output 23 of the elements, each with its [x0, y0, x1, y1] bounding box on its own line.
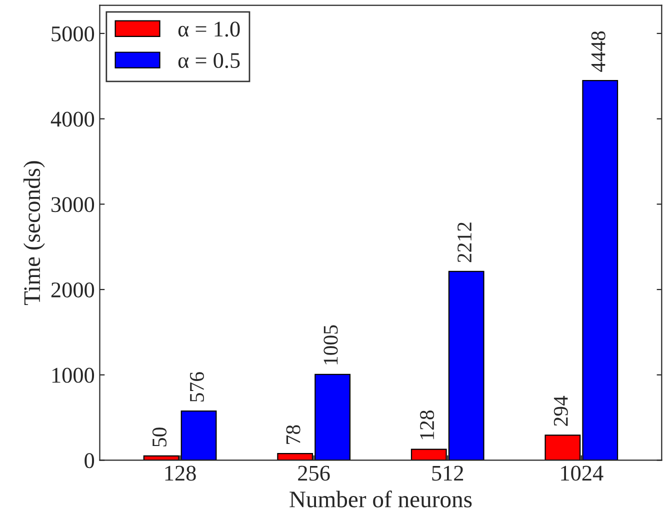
x-tick-label: 512	[432, 466, 464, 481]
data-label: 1005	[324, 325, 338, 364]
y-tick-label: 1000	[52, 368, 94, 383]
data-label: 576	[190, 372, 204, 402]
y-tick-label: 2000	[51, 282, 94, 298]
legend-label: α = 1.0	[178, 22, 240, 37]
y-axis-title: Time (seconds)	[23, 161, 45, 306]
x-tick-label: 1024	[561, 466, 604, 481]
x-tick-label: 256	[298, 466, 330, 481]
data-label: 4448	[591, 31, 606, 72]
data-label: 78	[286, 425, 300, 444]
data-label: 50	[152, 428, 167, 446]
y-tick-label: 5000	[52, 26, 94, 42]
x-axis-title: Number of neurons	[290, 490, 472, 508]
bar	[180, 410, 217, 460]
y-tick-label: 4000	[50, 112, 94, 127]
x-tick-label: 128	[165, 466, 196, 481]
data-label: 2212	[458, 222, 472, 262]
data-label: 294	[554, 396, 568, 426]
y-tick-label: 3000	[52, 197, 94, 212]
legend-label: α = 0.5	[178, 53, 240, 68]
y-tick-label: 0	[84, 453, 94, 468]
data-label: 128	[420, 410, 434, 440]
